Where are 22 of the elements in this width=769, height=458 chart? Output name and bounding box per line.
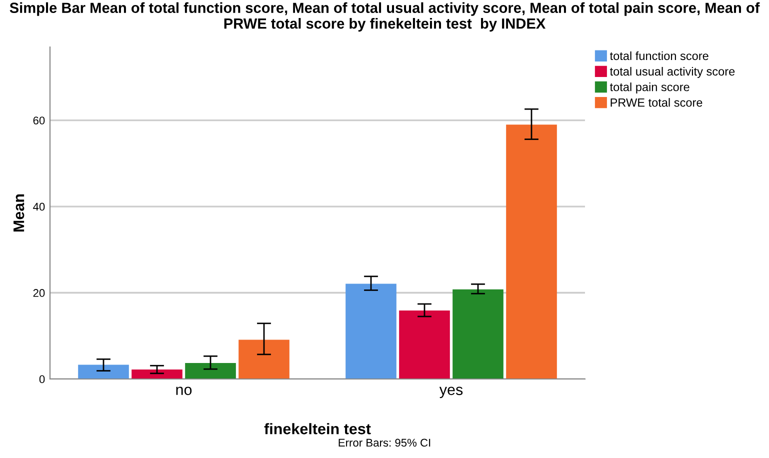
chart-title: Simple Bar Mean of total function score, Mean of total usual activity score, Mean of total pain score, Mean of PRWE total score by finekeltein test by INDEX — [10, 2, 760, 32]
bar — [185, 363, 236, 379]
bar — [132, 370, 182, 379]
y-axis-title: Mean — [14, 194, 24, 232]
bar — [399, 310, 450, 379]
legend-label: total usual activity score — [610, 66, 735, 78]
bar — [452, 289, 504, 379]
bar — [346, 284, 396, 379]
x-tick-label: no — [176, 386, 192, 396]
legend-label: total function score — [610, 51, 708, 60]
x-tick-label: yes — [439, 386, 463, 398]
legend-label: PRWE total score — [610, 98, 702, 107]
bar — [506, 124, 557, 379]
y-tick-label: 20 — [33, 289, 45, 297]
text: Error Bars: 95% CI — [338, 438, 430, 447]
y-tick-label: 40 — [33, 202, 45, 211]
bar — [78, 364, 129, 379]
bar — [238, 340, 290, 379]
y-tick-label: 60 — [33, 116, 45, 124]
x-axis-title: finekeltein test — [264, 423, 371, 434]
legend-label: total pain score — [610, 82, 690, 94]
y-tick-label: 0 — [39, 375, 45, 384]
